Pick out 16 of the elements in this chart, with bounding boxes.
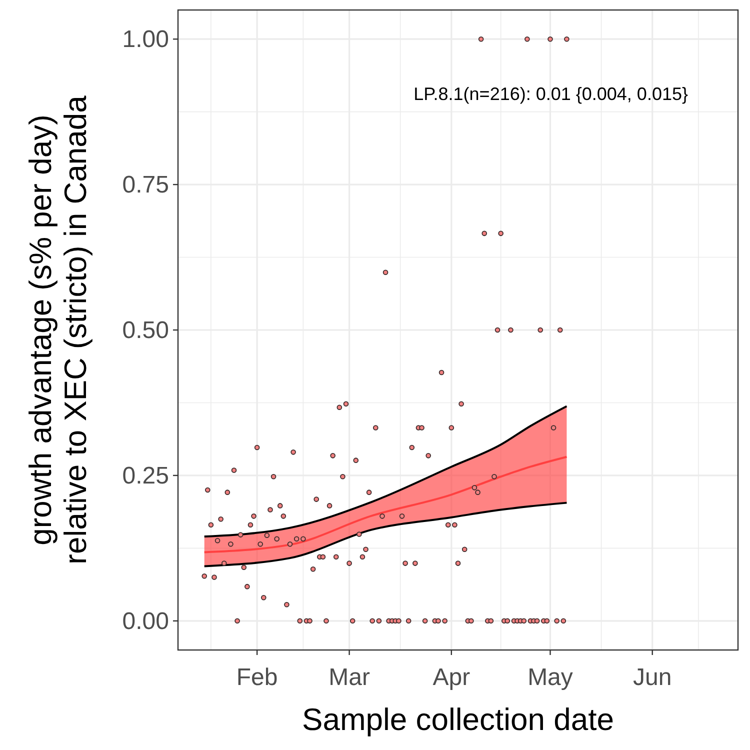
y-tick-label: 1.00 bbox=[122, 26, 169, 54]
y-axis-title: growth advantage (s% per day) relative to XEC (stricto) in Canada bbox=[23, 94, 93, 564]
x-axis-title: Sample collection date bbox=[302, 702, 614, 737]
line-series bbox=[203, 456, 568, 554]
y-tick-label: 0.50 bbox=[122, 317, 169, 344]
line-series bbox=[203, 502, 568, 568]
y-tick-label: 0.00 bbox=[122, 608, 169, 635]
y-tick-label: 0.75 bbox=[122, 172, 169, 199]
x-tick-label: Apr bbox=[432, 664, 470, 691]
x-tick-label: Mar bbox=[328, 664, 370, 691]
x-tick-label: May bbox=[528, 664, 573, 691]
line-series bbox=[203, 405, 568, 538]
y-tick-label: 0.25 bbox=[122, 462, 169, 490]
annotation: LP.8.1(n=216): 0.01 {0.004, 0.015} bbox=[414, 84, 688, 104]
x-tick-label: Feb bbox=[236, 664, 278, 691]
x-tick-label: Jun bbox=[633, 664, 672, 691]
